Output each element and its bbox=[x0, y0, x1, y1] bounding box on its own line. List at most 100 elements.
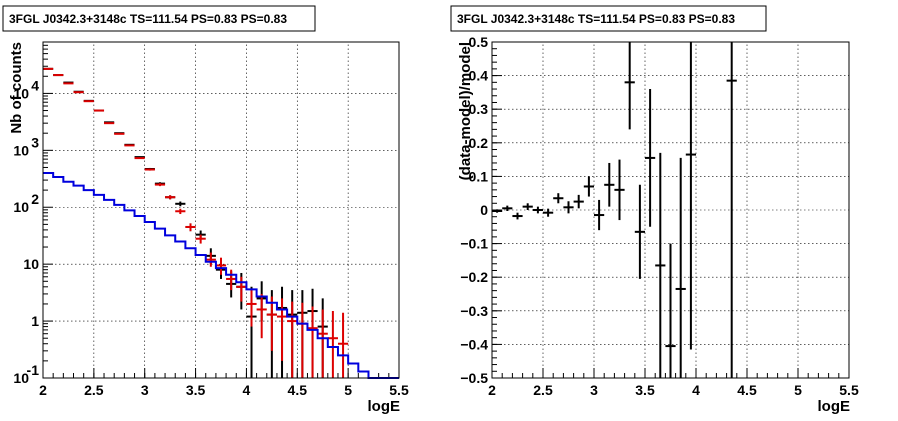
y-tick-label: 10 bbox=[13, 199, 29, 215]
right-y-tick-labels: −0.5 −0.4 −0.3 −0.2 −0.1 0 0.1 0.2 0.3 0.4 0.5 bbox=[460, 34, 488, 386]
y-tick-label: 10 bbox=[23, 256, 39, 272]
model-point bbox=[124, 144, 135, 147]
model-point bbox=[104, 122, 115, 125]
data-point bbox=[675, 157, 686, 378]
model-point bbox=[175, 208, 186, 215]
x-tick-label: 5.5 bbox=[389, 382, 409, 398]
data-point bbox=[502, 205, 513, 212]
model-point bbox=[236, 276, 247, 302]
model-point bbox=[114, 132, 125, 135]
right-title: 3FGL J0342.3+3148c TS=111.54 PS=0.83 PS=… bbox=[457, 12, 735, 26]
y-tick-label: 0.3 bbox=[469, 101, 489, 117]
model-point bbox=[205, 252, 216, 267]
data-point bbox=[634, 184, 645, 279]
y-tick-label: −0.4 bbox=[460, 336, 488, 352]
right-x-tick-labels: 2 2.5 3 3.5 4 4.5 5 5.5 bbox=[488, 382, 859, 398]
model-point bbox=[185, 223, 196, 232]
data-point bbox=[583, 176, 594, 197]
data-point bbox=[604, 162, 615, 207]
data-point bbox=[532, 206, 543, 214]
y-tick-label: −0.2 bbox=[460, 269, 488, 285]
x-tick-label: 4.5 bbox=[737, 382, 757, 398]
model-point bbox=[226, 269, 237, 291]
data-point bbox=[512, 212, 523, 220]
right-plot: 3FGL J0342.3+3148c TS=111.54 PS=0.83 PS=… bbox=[450, 5, 859, 415]
model-point bbox=[297, 302, 308, 378]
y-tick-label: −0.1 bbox=[460, 236, 488, 252]
x-tick-label: 2 bbox=[39, 382, 47, 398]
left-plot: 3FGL J0342.3+3148c TS=111.54 PS=0.83 PS=… bbox=[2, 5, 409, 415]
model-point bbox=[266, 296, 277, 351]
y-tick-label: 0.5 bbox=[469, 34, 489, 50]
data-point bbox=[645, 89, 656, 227]
data-point bbox=[614, 159, 625, 221]
model-point bbox=[256, 293, 267, 339]
left-title: 3FGL J0342.3+3148c TS=111.54 PS=0.83 PS=… bbox=[9, 12, 287, 26]
model-point bbox=[93, 109, 105, 112]
data-point bbox=[573, 194, 584, 209]
model-point bbox=[307, 306, 318, 378]
left-x-axis-label: logE bbox=[368, 398, 401, 415]
left-axis-ticks bbox=[42, 44, 400, 379]
x-tick-label: 3 bbox=[141, 382, 149, 398]
x-tick-label: 4 bbox=[692, 382, 700, 398]
x-tick-label: 2.5 bbox=[533, 382, 553, 398]
left-plot-frame bbox=[42, 41, 400, 379]
right-title-box bbox=[450, 5, 767, 32]
y-tick-exponent: 4 bbox=[31, 77, 39, 93]
y-tick-label: 10 bbox=[13, 85, 29, 101]
data-point bbox=[655, 152, 666, 378]
model-point bbox=[165, 195, 176, 200]
x-tick-label: 5.5 bbox=[839, 382, 859, 398]
y-tick-label: 10 bbox=[13, 370, 29, 386]
left-gridlines bbox=[43, 42, 399, 378]
left-y-axis-label: Nb of counts bbox=[8, 42, 25, 134]
right-x-axis-label: logE bbox=[818, 398, 851, 415]
y-tick-label: 0.4 bbox=[469, 68, 489, 84]
y-tick-label: 0.2 bbox=[469, 135, 489, 151]
x-tick-label: 2.5 bbox=[84, 382, 104, 398]
data-point bbox=[175, 201, 186, 207]
right-gridlines bbox=[492, 42, 849, 378]
x-tick-label: 2 bbox=[488, 382, 496, 398]
left-x-tick-labels: 2 2.5 3 3.5 4 4.5 5 5.5 bbox=[39, 382, 409, 398]
y-tick-label: −0.3 bbox=[460, 303, 488, 319]
y-tick-label: 10 bbox=[13, 142, 29, 158]
y-tick-exponent: -1 bbox=[27, 362, 40, 378]
left-data-marks bbox=[43, 67, 399, 379]
left-title-box bbox=[2, 5, 316, 32]
model-point bbox=[134, 157, 145, 160]
model-point bbox=[327, 311, 338, 378]
model-point bbox=[317, 309, 328, 378]
y-tick-exponent: 2 bbox=[31, 191, 39, 207]
x-tick-label: 4.5 bbox=[288, 382, 308, 398]
x-tick-label: 5 bbox=[344, 382, 352, 398]
right-data-marks bbox=[492, 42, 737, 378]
data-point bbox=[492, 209, 503, 213]
right-plot-frame bbox=[491, 41, 850, 379]
x-tick-label: 3.5 bbox=[635, 382, 655, 398]
x-tick-label: 4 bbox=[243, 382, 251, 398]
y-tick-label: 1 bbox=[31, 313, 39, 329]
model-point bbox=[287, 301, 298, 378]
model-point bbox=[215, 257, 227, 275]
y-tick-label: 0.1 bbox=[469, 168, 489, 184]
data-point bbox=[726, 42, 737, 378]
data-point bbox=[522, 203, 533, 210]
data-point bbox=[543, 208, 554, 217]
data-point bbox=[594, 199, 605, 231]
x-tick-label: 3.5 bbox=[186, 382, 206, 398]
model-point bbox=[337, 312, 349, 378]
model-point bbox=[144, 168, 155, 171]
model-step-line bbox=[43, 171, 399, 379]
model-point bbox=[154, 183, 166, 187]
x-tick-label: 5 bbox=[794, 382, 802, 398]
model-point bbox=[246, 290, 257, 327]
y-tick-exponent: 3 bbox=[31, 134, 39, 150]
x-tick-label: 3 bbox=[590, 382, 598, 398]
data-point bbox=[624, 42, 635, 130]
y-tick-label: −0.5 bbox=[460, 370, 488, 386]
data-point bbox=[563, 201, 574, 214]
